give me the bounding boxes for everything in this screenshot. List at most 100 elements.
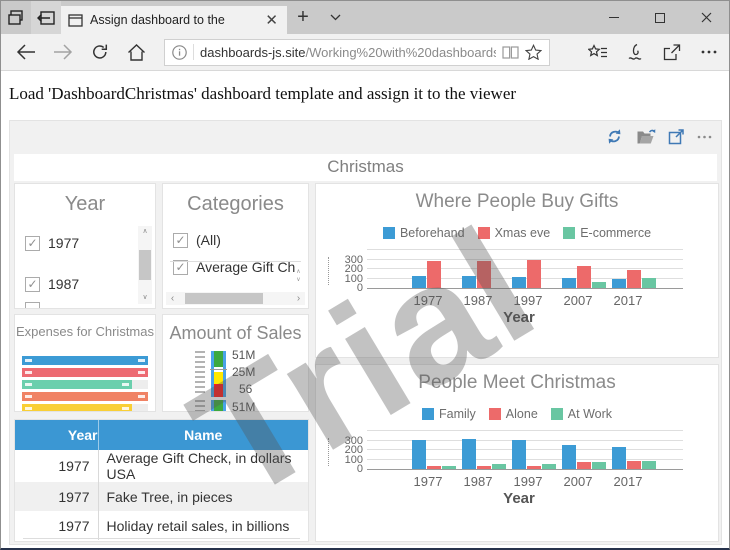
year-item-label: 1987 bbox=[48, 276, 80, 292]
table-row[interactable]: 1977 Fake Tree, in pieces bbox=[15, 482, 308, 511]
year-item[interactable]: ✓ 1977 bbox=[25, 235, 155, 251]
bar-xmas-eve[interactable] bbox=[527, 260, 541, 288]
hbar-fill[interactable] bbox=[22, 356, 148, 365]
sales-table: Year Name 1977 Average Gift Check, in dol… bbox=[15, 420, 308, 540]
bar-at-work[interactable] bbox=[492, 464, 506, 469]
bar-at-work[interactable] bbox=[442, 466, 456, 469]
maximize-dashboard-icon[interactable] bbox=[668, 128, 685, 145]
url-text[interactable]: dashboards-js.site/Working%20with%20dash… bbox=[200, 44, 496, 60]
x-tick-label: 1987 bbox=[463, 293, 493, 308]
tab-title: Assign dashboard to the bbox=[90, 13, 225, 27]
forward-icon[interactable] bbox=[44, 34, 81, 71]
table-cell-name: Average Gift Check, in dollars USA bbox=[106, 450, 292, 482]
category-item[interactable]: ✓ Average Gift Ch bbox=[173, 259, 308, 275]
info-icon[interactable] bbox=[172, 44, 187, 60]
bar-xmas-eve[interactable] bbox=[627, 270, 641, 288]
bar-family[interactable] bbox=[512, 440, 526, 469]
bar-beforehand[interactable] bbox=[562, 278, 576, 288]
chart-title: Where People Buy Gifts bbox=[415, 191, 619, 212]
maximize-icon[interactable] bbox=[637, 1, 683, 34]
checkbox-partial[interactable] bbox=[25, 302, 40, 308]
scroll-right-icon[interactable]: › bbox=[296, 293, 301, 304]
web-note-pen-icon[interactable] bbox=[616, 34, 653, 71]
legend-item[interactable]: Alone bbox=[488, 407, 538, 421]
legend-item[interactable]: Family bbox=[421, 407, 476, 421]
refresh-sync-icon[interactable] bbox=[605, 128, 624, 145]
bar-alone[interactable] bbox=[477, 466, 491, 469]
category-item-all[interactable]: ✓ (All) bbox=[173, 232, 308, 248]
checkbox-checked-icon[interactable]: ✓ bbox=[25, 235, 40, 251]
table-header-cell[interactable]: Name bbox=[98, 420, 308, 450]
year-scrollbar[interactable]: ∧ ∨ bbox=[138, 226, 152, 304]
address-bar[interactable]: dashboards-js.site/Working%20with%20dash… bbox=[164, 38, 550, 66]
x-tick-label: 2007 bbox=[563, 293, 593, 308]
bar-at-work[interactable] bbox=[592, 462, 606, 469]
gauge-label: 25M bbox=[232, 365, 256, 379]
year-item[interactable]: ✓ 1987 bbox=[25, 276, 155, 292]
new-tab-button[interactable]: + bbox=[297, 6, 309, 28]
page-icon bbox=[68, 13, 83, 27]
bar-at-work[interactable] bbox=[642, 461, 656, 469]
bar-alone[interactable] bbox=[577, 462, 591, 469]
checkbox-checked-icon[interactable]: ✓ bbox=[25, 276, 40, 292]
scroll-up-icon[interactable]: ∧ bbox=[142, 228, 148, 235]
legend-item[interactable]: Beforehand bbox=[382, 226, 465, 240]
bar-xmas-eve[interactable] bbox=[477, 261, 491, 288]
bar-e-commerce[interactable] bbox=[592, 282, 606, 288]
scrollbar-thumb[interactable] bbox=[185, 293, 263, 304]
hbar-fill[interactable] bbox=[22, 392, 148, 401]
hbar-fill[interactable] bbox=[22, 380, 132, 389]
bar-alone[interactable] bbox=[627, 461, 641, 469]
categories-horizontal-scrollbar[interactable]: ‹ › bbox=[166, 292, 305, 305]
bar-family[interactable] bbox=[612, 447, 626, 469]
browser-tab[interactable]: Assign dashboard to the ✕ bbox=[61, 6, 287, 34]
scrollbar-track[interactable] bbox=[179, 292, 292, 305]
reading-view-icon[interactable] bbox=[502, 45, 519, 59]
legend-item[interactable]: At Work bbox=[550, 407, 612, 421]
hbar-fill[interactable] bbox=[22, 404, 132, 411]
bar-beforehand[interactable] bbox=[412, 276, 426, 288]
favorites-hub-icon[interactable] bbox=[579, 34, 616, 71]
set-tab-aside-button[interactable] bbox=[31, 1, 61, 34]
home-icon[interactable] bbox=[118, 34, 155, 71]
bar-alone[interactable] bbox=[427, 466, 441, 469]
legend-item[interactable]: E-commerce bbox=[563, 226, 651, 240]
gridline bbox=[367, 268, 683, 269]
bar-alone[interactable] bbox=[527, 466, 541, 469]
close-icon[interactable] bbox=[683, 1, 729, 34]
share-icon[interactable] bbox=[653, 34, 690, 71]
table-row[interactable]: 1977 Average Gift Check, in dollars USA bbox=[15, 450, 308, 482]
tab-dropdown-icon[interactable] bbox=[319, 1, 351, 34]
scrollbar-thumb[interactable] bbox=[139, 250, 151, 280]
hbar-fill[interactable] bbox=[22, 368, 148, 377]
bar-e-commerce[interactable] bbox=[642, 278, 656, 288]
tab-close-icon[interactable]: ✕ bbox=[265, 12, 278, 29]
table-cell-year: 1977 bbox=[15, 450, 99, 482]
open-dashboard-icon[interactable] bbox=[636, 128, 656, 145]
minimize-icon[interactable] bbox=[591, 1, 637, 34]
bar-beforehand[interactable] bbox=[612, 279, 626, 288]
mini-vertical-scroll[interactable]: ∧ ∨ bbox=[296, 269, 301, 283]
bar-beforehand[interactable] bbox=[462, 276, 476, 288]
table-row[interactable]: 1977 Holiday retail sales, in billions bbox=[15, 511, 308, 540]
refresh-icon[interactable] bbox=[81, 34, 118, 71]
favorite-star-icon[interactable] bbox=[525, 44, 542, 60]
bar-at-work[interactable] bbox=[542, 464, 556, 469]
checkbox-checked-icon[interactable]: ✓ bbox=[173, 259, 188, 275]
bar-xmas-eve[interactable] bbox=[577, 266, 591, 288]
checkbox-checked-icon[interactable]: ✓ bbox=[173, 232, 188, 248]
scroll-left-icon[interactable]: ‹ bbox=[170, 293, 175, 304]
back-icon[interactable] bbox=[7, 34, 44, 71]
more-icon[interactable] bbox=[690, 34, 727, 71]
scroll-down-icon[interactable]: ∨ bbox=[142, 294, 148, 301]
legend-item[interactable]: Xmas eve bbox=[477, 226, 550, 240]
more-options-icon[interactable] bbox=[697, 135, 712, 139]
chart-title: Expenses for Christmas bbox=[16, 324, 154, 339]
bar-beforehand[interactable] bbox=[512, 277, 526, 288]
bar-family[interactable] bbox=[462, 439, 476, 469]
table-header-cell[interactable]: Year bbox=[15, 420, 99, 450]
tabs-set-aside-button[interactable] bbox=[1, 1, 31, 34]
bar-family[interactable] bbox=[562, 445, 576, 469]
bar-family[interactable] bbox=[412, 440, 426, 469]
bar-xmas-eve[interactable] bbox=[427, 261, 441, 288]
